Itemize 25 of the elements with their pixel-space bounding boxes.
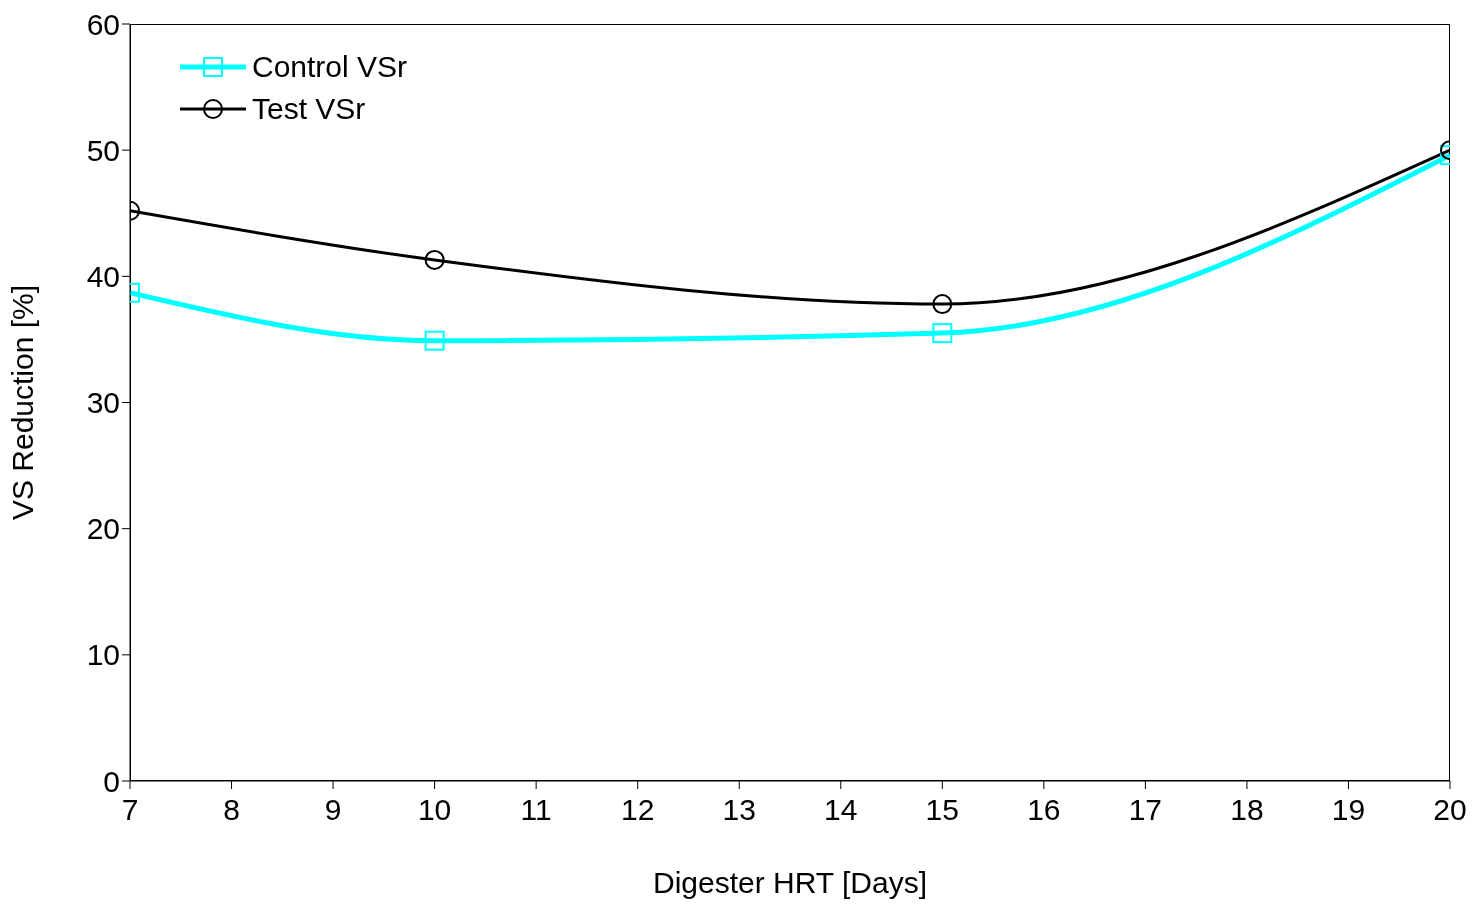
x-tick-label: 9 (324, 793, 342, 827)
y-tick-label: 60 (86, 7, 120, 41)
y-tick-label: 50 (86, 133, 120, 167)
x-tick-label: 18 (1230, 793, 1264, 827)
x-tick-label: 8 (223, 793, 240, 827)
x-tick-label: 17 (1128, 793, 1163, 827)
x-axis-title: Digester HRT [Days] (653, 866, 927, 899)
x-tick-label: 7 (121, 793, 139, 827)
legend-label: Test VSr (252, 92, 366, 126)
x-tick-label: 20 (1433, 793, 1467, 827)
y-tick-label: 40 (86, 259, 120, 293)
x-tick-label: 14 (824, 793, 858, 827)
x-tick-label: 19 (1331, 793, 1366, 827)
x-tick-label: 13 (722, 793, 756, 827)
y-tick-label: 20 (86, 512, 120, 546)
y-axis-title: VS Reduction [%] (5, 284, 39, 521)
legend-label: Control VSr (252, 50, 408, 84)
y-tick-label: 10 (86, 638, 120, 672)
x-tick-label: 12 (621, 793, 655, 827)
x-tick-label: 15 (925, 793, 959, 827)
x-tick-label: 10 (417, 793, 452, 827)
y-tick-label: 0 (103, 764, 120, 798)
x-tick-label: 16 (1027, 793, 1061, 827)
x-tick-label: 11 (520, 793, 552, 827)
y-tick-label: 30 (86, 386, 120, 420)
